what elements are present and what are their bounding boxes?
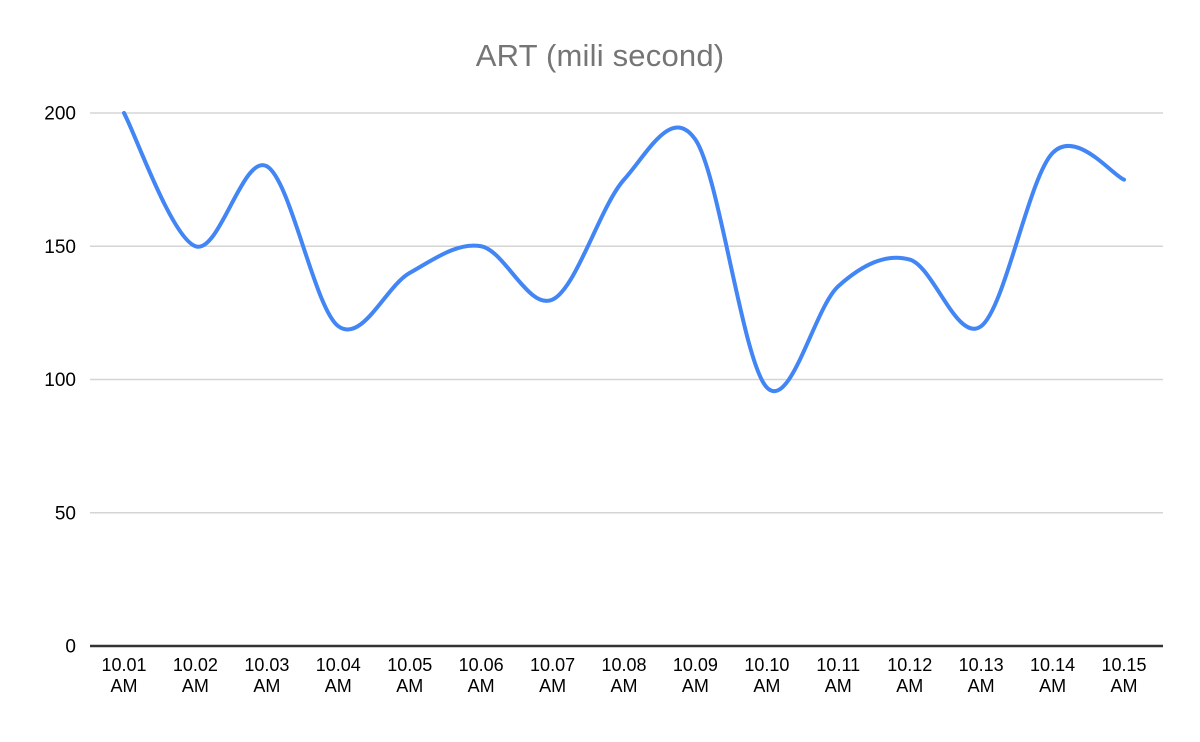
x-tick-label: 10.12 AM [887,655,932,696]
x-tick-label: 10.08 AM [601,655,646,696]
x-axis-tick-labels: 10.01 AM 10.02 AM 10.03 AM 10.04 AM 10.05 AM 10.06… [101,655,1146,696]
y-tick-label: 200 [44,104,76,125]
y-axis-tick-labels: 0 50 100 150 200 [44,104,76,658]
x-tick-label: 10.07 AM [530,655,575,696]
x-tick-label: 10.04 AM [316,655,361,696]
chart-title: ART (mili second) [475,38,725,73]
x-tick-label: 10.01 AM [101,655,146,696]
y-tick-label: 150 [44,237,76,258]
x-tick-label: 10.11 AM [816,655,860,696]
y-tick-label: 50 [55,503,76,524]
x-tick-label: 10.09 AM [673,655,718,696]
y-tick-label: 0 [65,637,76,658]
x-tick-label: 10.10 AM [744,655,789,696]
x-tick-label: 10.13 AM [959,655,1004,696]
x-tick-label: 10.03 AM [244,655,289,696]
y-tick-label: 100 [44,370,76,391]
x-tick-label: 10.02 AM [173,655,218,696]
gridlines [90,112,1163,514]
data-series-line [122,111,1126,393]
x-tick-label: 10.05 AM [387,655,432,696]
x-tick-label: 10.15 AM [1101,655,1146,696]
x-tick-label: 10.14 AM [1030,655,1075,696]
x-tick-label: 10.06 AM [459,655,504,696]
